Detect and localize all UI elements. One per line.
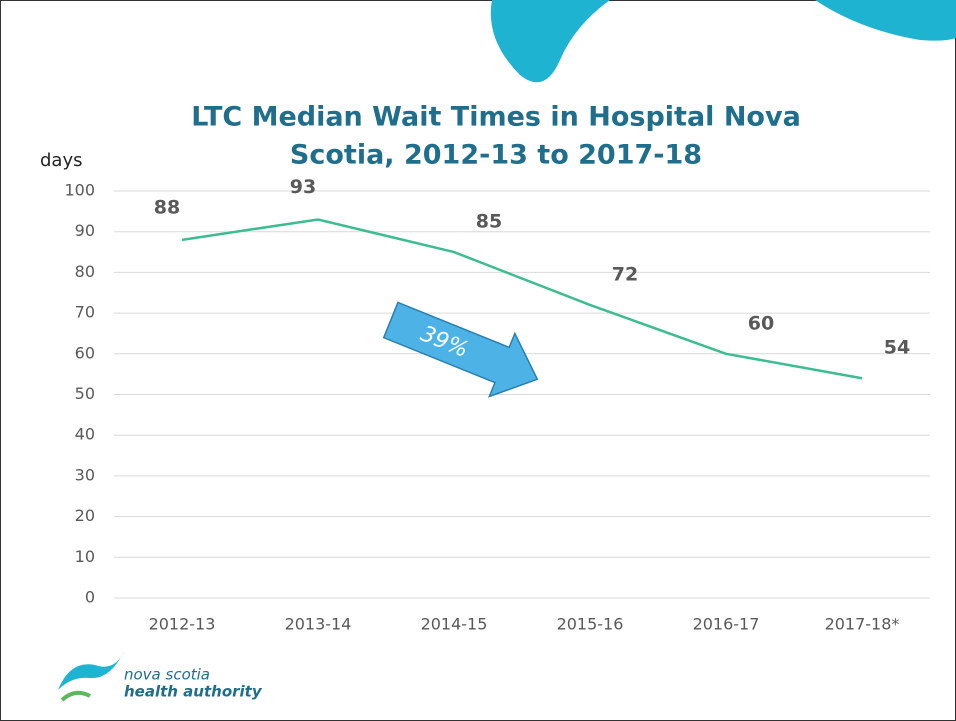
y-tick-label: 10: [75, 547, 95, 566]
y-tick-label: 100: [64, 181, 95, 200]
y-tick-label: 30: [75, 465, 95, 484]
x-tick-label: 2015-16: [557, 615, 624, 634]
data-label: 60: [748, 312, 774, 334]
logo: nova scotia health authority: [58, 650, 263, 702]
data-label: 54: [884, 337, 910, 359]
data-label: 85: [476, 211, 502, 233]
data-line: [181, 218, 863, 380]
x-tick-label: 2014-15: [421, 615, 488, 634]
x-tick-label: 2012-13: [149, 615, 216, 634]
logo-mark: [58, 650, 125, 690]
data-label: 72: [612, 263, 638, 285]
y-tick-label: 40: [75, 425, 95, 444]
y-tick-label: 70: [75, 303, 95, 322]
y-tick-label: 0: [85, 588, 95, 607]
decor-blob: [490, 0, 610, 83]
logo-text: nova scotia: [124, 666, 210, 684]
logo-text: health authority: [124, 683, 263, 701]
x-tick-label: 2016-17: [693, 615, 760, 634]
y-tick-label: 90: [75, 221, 95, 240]
y-tick-label: 60: [75, 343, 95, 362]
data-label: 88: [154, 196, 180, 218]
y-tick-label: 20: [75, 506, 95, 525]
chart-title: LTC Median Wait Times in Hospital Nova: [191, 102, 801, 133]
arrow-shape: [382, 301, 539, 398]
logo-mark: [60, 690, 91, 702]
y-tick-label: 80: [75, 262, 95, 281]
decor-blob: [815, 0, 956, 41]
chart-title: Scotia, 2012-13 to 2017-18: [290, 140, 702, 171]
data-label: 93: [290, 176, 316, 198]
y-axis-label: days: [40, 150, 83, 171]
x-tick-label: 2013-14: [285, 615, 352, 634]
x-tick-label: 2017-18*: [825, 615, 900, 634]
y-tick-label: 50: [75, 384, 95, 403]
